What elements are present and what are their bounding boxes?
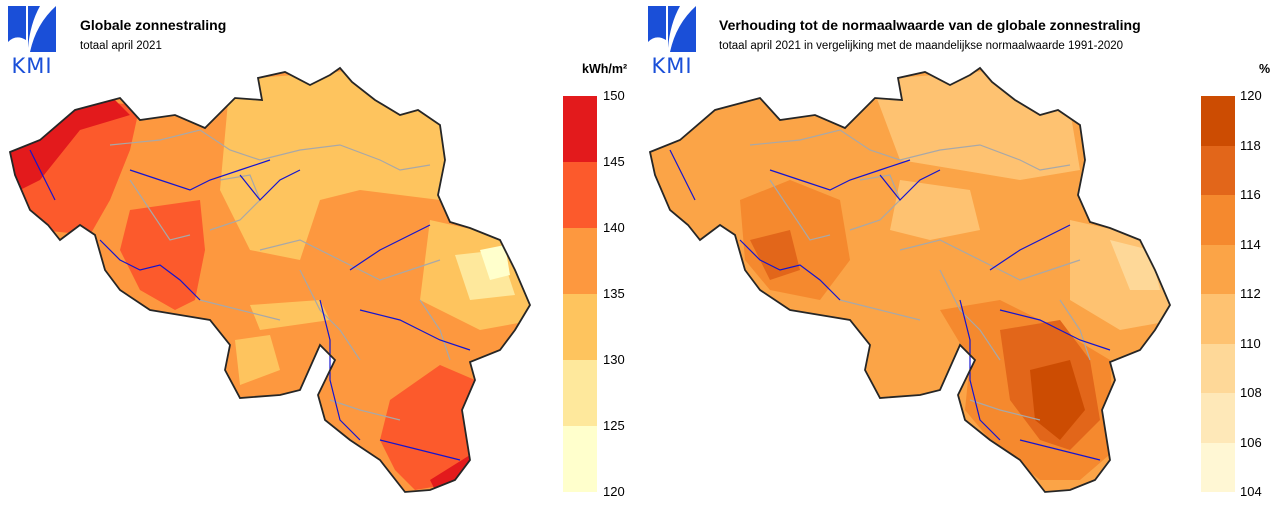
legend-bin [1201,96,1235,146]
legend-tick-label: 104 [1240,484,1262,499]
legend-unit: % [1259,62,1271,76]
legend-bin [1201,294,1235,344]
legend-tick-label: 140 [603,220,625,235]
kmi-logo: KMI [646,4,698,78]
kmi-logo-text: KMI [11,54,53,78]
legend-tick-label: 150 [603,88,625,103]
legend-color-bins [563,96,597,492]
legend-bin [563,426,597,492]
legend-bin [563,360,597,426]
legend-bin [1201,393,1235,443]
legend-tick-label: 145 [603,154,625,169]
legend-tick-label: 125 [603,418,625,433]
legend-bin [1201,145,1235,195]
kmi-logo-icon [648,6,696,52]
legend-tick-label: 108 [1240,385,1262,400]
legend-tick-label: 106 [1240,434,1262,450]
legend-tick-label: 135 [603,286,625,301]
legend-bin [1201,343,1235,393]
legend-tick-label: 116 [1240,187,1261,202]
kmi-logo-text: KMI [651,54,693,78]
radiation-ratio-panel: KMI Verhouding tot de normaalwaarde van … [640,0,1280,507]
legend-bin [563,228,597,294]
legend-tick-label: 118 [1240,137,1261,153]
legend-color-bins [1201,96,1235,492]
legend-tick-label: 112 [1240,286,1261,301]
legend-tick-label: 130 [603,352,625,367]
map-subtitle: totaal april 2021 in vergelijking met de… [719,40,1124,52]
legend-bin [1201,442,1235,492]
belgium-radiation-map [9,67,531,493]
legend-tick-label: 120 [1240,88,1262,103]
radiation-total-panel: KMI Globale zonnestraling totaal april 2… [6,4,639,499]
legend-bin [563,162,597,228]
map-subtitle: totaal april 2021 [80,40,162,52]
map-title: Globale zonnestraling [80,17,227,33]
legend-tick-labels: 120 118 116 114 112 110 108 106 104 [1240,88,1276,499]
kmi-logo: KMI [6,4,58,78]
legend-tick-label: 120 [603,484,625,499]
legend-bin [563,96,597,162]
legend-unit: kWh/m² [582,62,628,76]
legend-tick-label: 110 [1240,335,1261,351]
map-title: Verhouding tot de normaalwaarde van de g… [719,17,1141,33]
kmi-logo-icon [8,6,56,52]
legend-tick-labels: 150 145 140 135 130 125 120 [603,88,639,499]
legend-tick-label: 114 [1240,236,1261,252]
legend-bin [1201,244,1235,294]
radiation-legend [563,96,597,492]
belgium-ratio-map [649,67,1171,493]
ratio-legend [1201,96,1235,492]
legend-bin [1201,195,1235,245]
legend-bin [563,294,597,360]
